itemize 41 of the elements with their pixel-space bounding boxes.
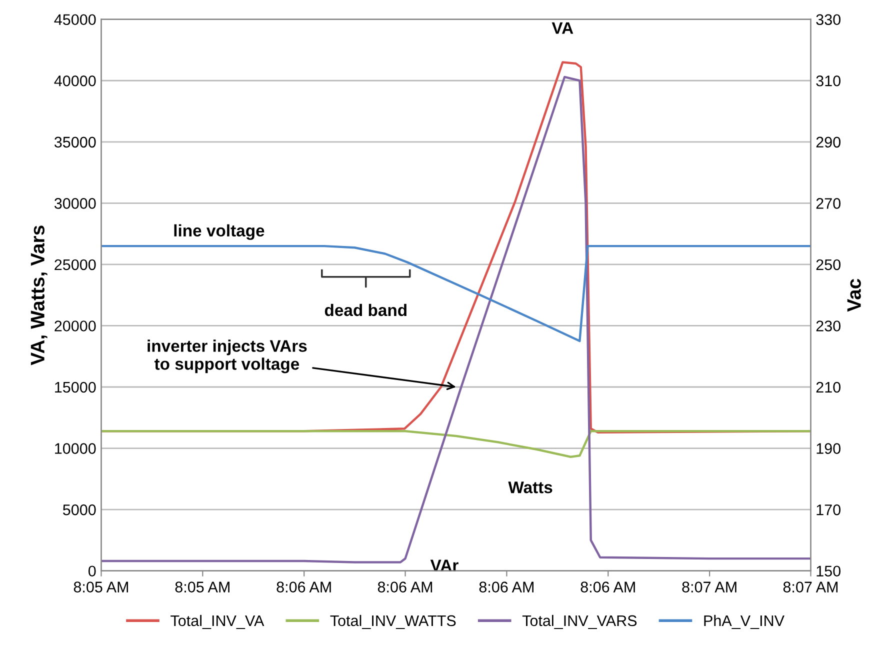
y-tick-label: 25000 xyxy=(54,259,96,270)
legend-label: Total_INV_WATTS xyxy=(330,614,456,630)
y2-axis-title: Vac xyxy=(847,278,861,312)
annotation: dead band xyxy=(324,304,406,316)
x-tick-label: 8:05 AM xyxy=(175,582,230,592)
line-series xyxy=(101,430,811,458)
y2-tick-label: 250 xyxy=(816,259,840,270)
x-tick-label: 8:06 AM xyxy=(276,582,331,592)
annotation: inverter injects VArs to support voltage xyxy=(148,340,307,374)
y2-tick-label: 210 xyxy=(816,382,840,393)
y2-tick-label: 290 xyxy=(816,136,840,148)
y2-tick-label: 330 xyxy=(816,14,840,26)
legend-label: Total_INV_VARS xyxy=(522,614,637,630)
y2-tick-label: 230 xyxy=(816,320,840,332)
annotation: VA xyxy=(552,22,574,34)
y2-tick-label: 310 xyxy=(816,75,840,86)
legend-label: Total_INV_VA xyxy=(170,614,264,630)
y-tick-label: 45000 xyxy=(54,14,96,26)
annotation: Watts xyxy=(508,482,552,494)
annotation: VAr xyxy=(430,560,458,572)
y-tick-label: 35000 xyxy=(54,136,96,148)
x-tick-label: 8:07 AM xyxy=(783,582,838,592)
y-tick-label: 15000 xyxy=(55,382,96,393)
x-tick-label: 8:06 AM xyxy=(580,582,635,592)
y2-tick-label: 190 xyxy=(816,443,840,454)
y2-tick-label: 270 xyxy=(816,198,840,209)
x-tick-label: 8:06 AM xyxy=(479,582,534,592)
y-tick-label: 40000 xyxy=(54,75,96,86)
x-tick-label: 8:06 AM xyxy=(378,582,432,592)
y-tick-label: 10000 xyxy=(55,443,96,454)
y2-tick-label: 170 xyxy=(816,504,840,516)
y-tick-label: 20000 xyxy=(54,320,96,332)
x-tick-label: 8:07 AM xyxy=(682,582,736,592)
legend-label: PhA_V_INV xyxy=(704,614,784,630)
y-axis-title: VA, Watts, Vars xyxy=(30,226,48,366)
y-tick-label: 5000 xyxy=(63,504,96,516)
y-tick-label: 30000 xyxy=(54,198,96,209)
x-tick-label: 8:05 AM xyxy=(74,582,128,592)
annotation: line voltage xyxy=(174,224,264,240)
y2-tick-label: 150 xyxy=(816,566,840,577)
y-tick-label: 0 xyxy=(88,566,96,577)
